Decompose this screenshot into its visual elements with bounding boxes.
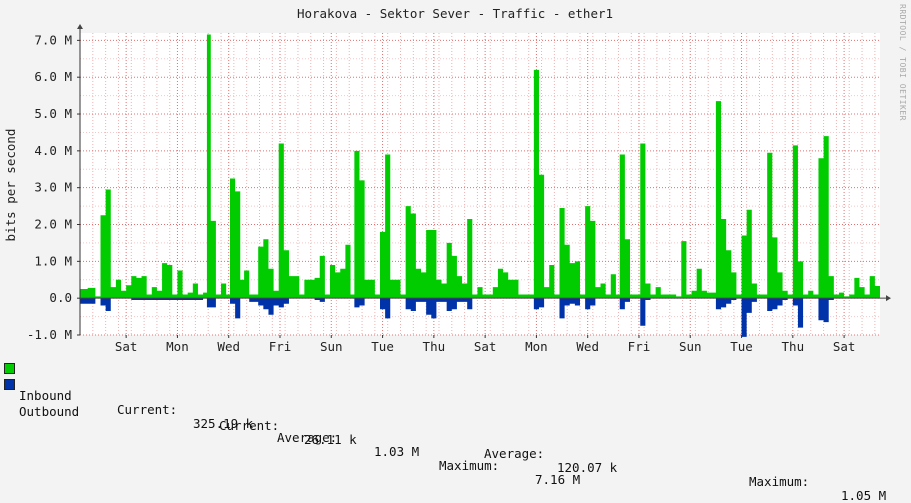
tick-labels: -1.0 M 0.0 1.0 M 2.0 M 3.0 M 4.0 M 5.0 M 6.0 M 7…	[27, 32, 856, 354]
y-tick-label: 3.0 M	[34, 180, 72, 195]
y-tick-label: 7.0 M	[34, 32, 72, 47]
x-tick-label: Sun	[679, 339, 702, 354]
x-tick-label: Sat	[115, 339, 138, 354]
y-axis-arrow	[77, 24, 83, 29]
axes	[77, 24, 891, 338]
x-tick-label: Wed	[217, 339, 240, 354]
outbound-maximum-label: Maximum:	[749, 474, 810, 489]
x-tick-label: Fri	[269, 339, 292, 354]
series-area-inbound	[80, 34, 880, 299]
inbound-name: Inbound	[19, 388, 72, 403]
y-tick-label: 2.0 M	[34, 217, 72, 232]
x-tick-label: Mon	[166, 339, 189, 354]
outbound-swatch	[4, 379, 15, 390]
x-tick-label: Thu	[423, 339, 446, 354]
y-tick-label: 6.0 M	[34, 69, 72, 84]
y-tick-label: 5.0 M	[34, 106, 72, 121]
outbound-current-value: 26.11 k	[304, 432, 357, 447]
x-tick-label: Sun	[320, 339, 343, 354]
outbound-current-label: Current:	[219, 418, 280, 433]
series-layer	[80, 34, 880, 337]
chart-title: Horakova - Sektor Sever - Traffic - ethe…	[297, 6, 613, 21]
inbound-maximum-label: Maximum:	[439, 458, 500, 473]
outbound-average-label: Average:	[484, 446, 545, 461]
inbound-swatch	[4, 363, 15, 374]
y-tick-label: 1.0 M	[34, 253, 72, 268]
x-tick-label: Sat	[833, 339, 856, 354]
legend-outbound: Outbound Current: 26.11 k Average: 120.0…	[4, 377, 886, 503]
traffic-chart: Horakova - Sektor Sever - Traffic - ethe…	[3, 6, 891, 354]
inbound-current-label: Current:	[117, 402, 178, 417]
x-tick-label: Thu	[782, 339, 805, 354]
legend-inbound: Inbound Current: 325.19 k Average: 1.03 …	[4, 361, 580, 487]
outbound-average-value: 120.07 k	[557, 460, 618, 475]
x-tick-label: Tue	[371, 339, 394, 354]
y-tick-label: 4.0 M	[34, 143, 72, 158]
x-tick-label: Mon	[525, 339, 548, 354]
x-tick-label: Fri	[628, 339, 651, 354]
inbound-average-value: 1.03 M	[374, 444, 420, 459]
y-tick-label: -1.0 M	[27, 327, 72, 342]
outbound-maximum-value: 1.05 M	[841, 488, 887, 503]
x-tick-label: Sat	[474, 339, 497, 354]
x-tick-label: Tue	[730, 339, 753, 354]
inbound-maximum-value: 7.16 M	[535, 472, 581, 487]
series-area-outbound	[80, 298, 880, 337]
outbound-name: Outbound	[19, 404, 80, 419]
x-axis-arrow	[886, 295, 891, 302]
rrdtool-watermark: RRDTOOL / TOBI OETIKER	[898, 4, 907, 121]
x-tick-label: Wed	[576, 339, 599, 354]
y-axis-label: bits per second	[3, 129, 18, 242]
y-tick-label: 0.0	[49, 290, 72, 305]
